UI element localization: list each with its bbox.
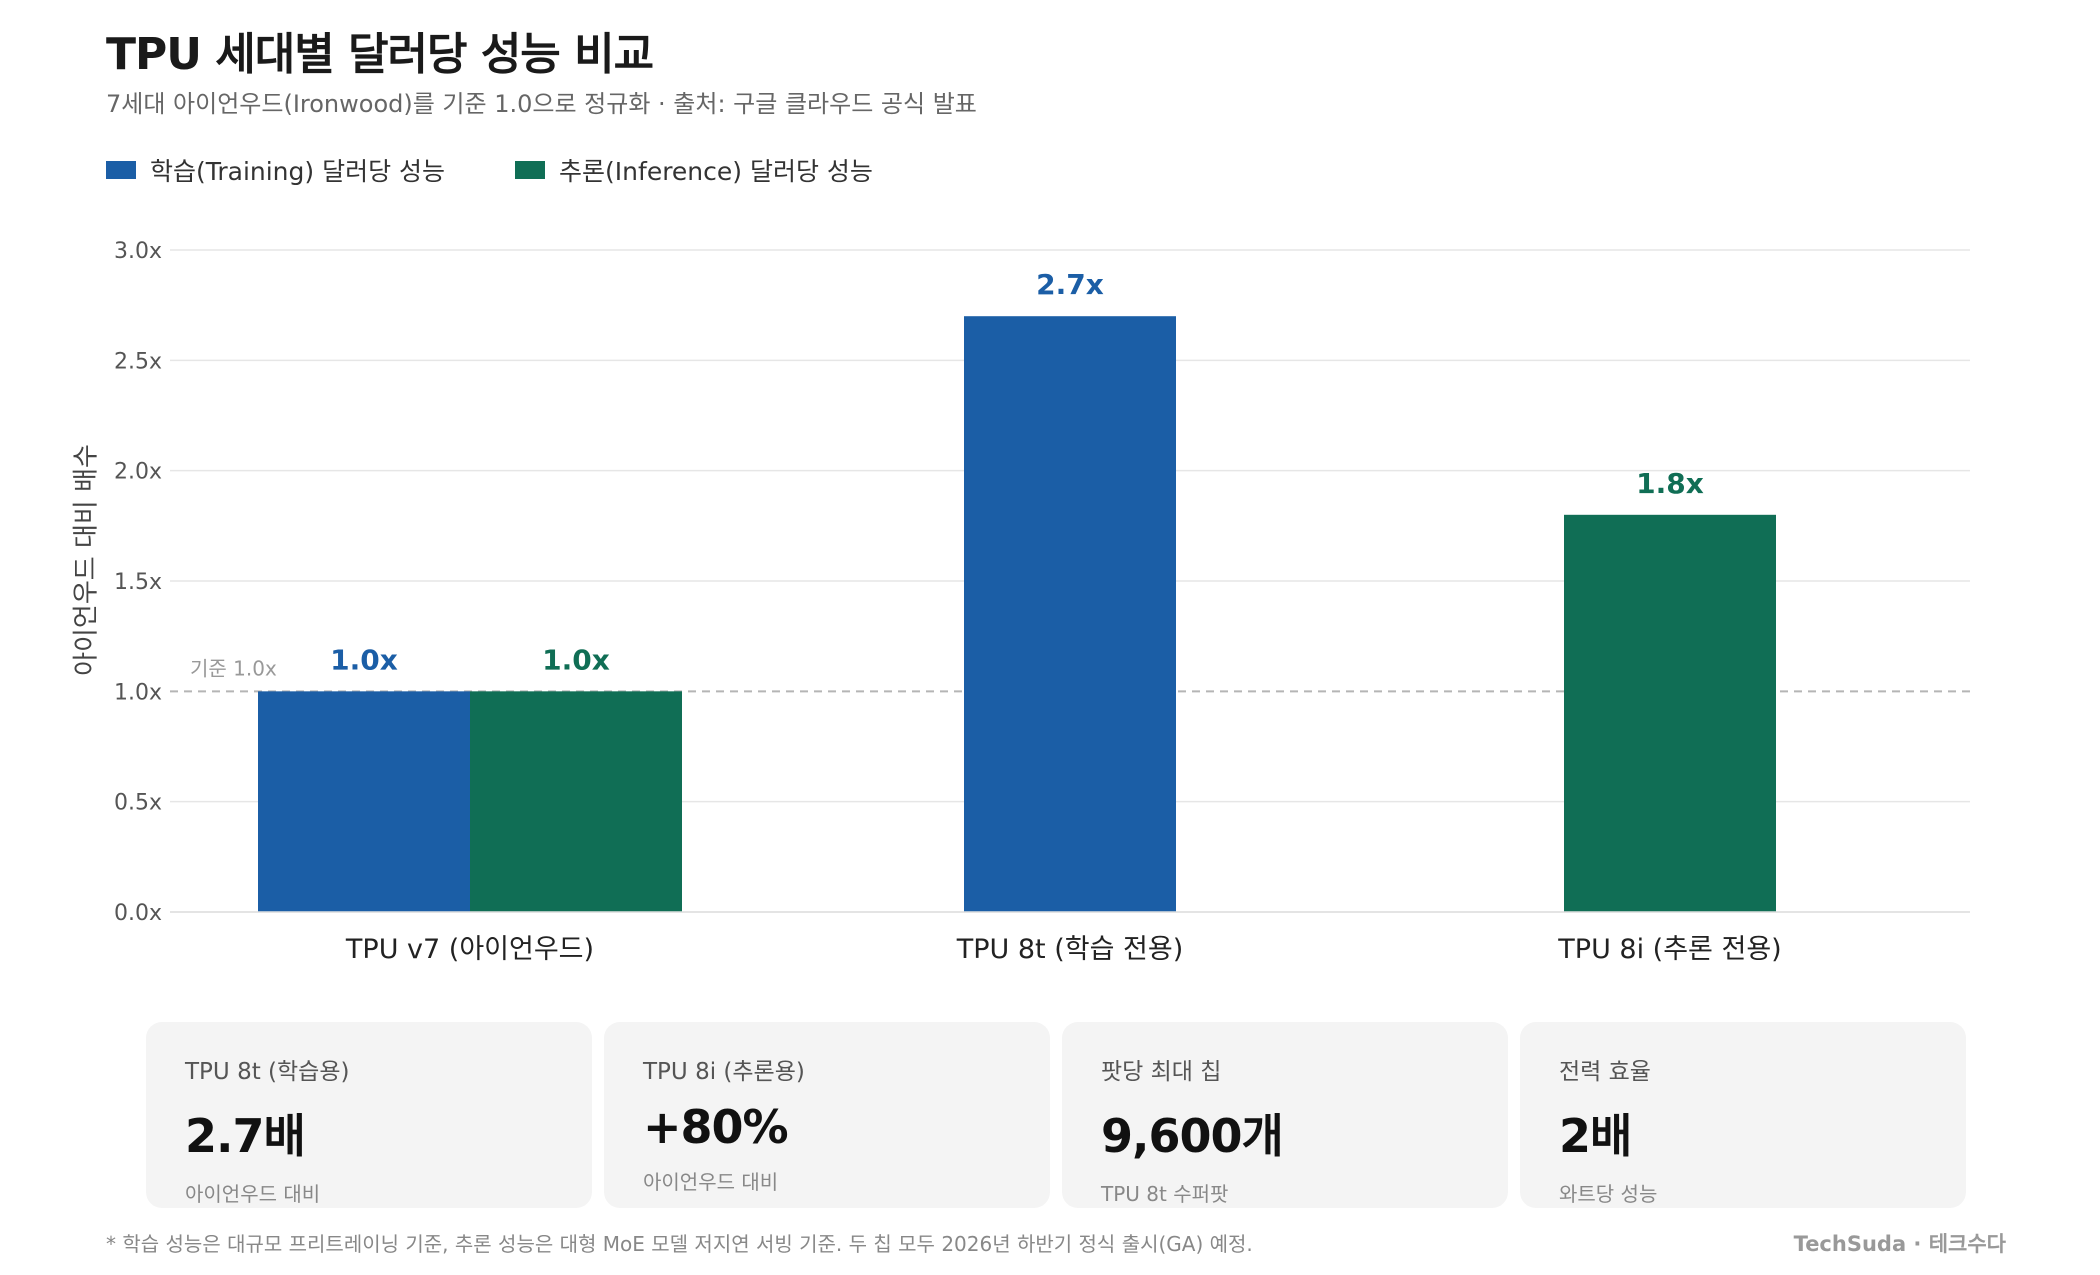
data-label: 2.7x: [1036, 268, 1104, 301]
stat-card-8t: TPU 8t (학습용) 2.7배 아이언우드 대비: [146, 1022, 592, 1208]
bar: [470, 691, 682, 912]
stat-card-power: 전력 효율 2배 와트당 성능: [1520, 1022, 1966, 1208]
reference-line-label: 기준 1.0x: [190, 656, 277, 680]
x-tick-label: TPU 8t (학습 전용): [956, 934, 1183, 965]
y-axis-title: 아이언우드 대비 배수: [71, 444, 102, 676]
stat-card-sub: 와트당 성능: [1559, 1182, 1658, 1206]
stat-card-value: +80%: [643, 1100, 789, 1154]
stat-card-label: TPU 8t (학습용): [185, 1059, 350, 1085]
data-label: 1.0x: [330, 643, 398, 676]
chart-subtitle: 7세대 아이언우드(Ironwood)를 기준 1.0으로 정규화 · 출처: …: [106, 90, 977, 118]
y-tick-label: 1.5x: [114, 570, 162, 595]
stat-card-sub: 아이언우드 대비: [185, 1182, 321, 1206]
legend-label-training: 학습(Training) 달러당 성능: [150, 157, 446, 186]
stat-card-8i: TPU 8i (추론용) +80% 아이언우드 대비: [604, 1022, 1050, 1208]
legend-item-training: 학습(Training) 달러당 성능: [106, 152, 445, 188]
legend-label-inference: 추론(Inference) 달러당 성능: [559, 157, 873, 186]
x-tick-label: TPU 8i (추론 전용): [1557, 934, 1781, 965]
bar-chart: 0.0x 0.5x 1.0x 1.5x 2.0x 2.5x 3.0x 기준 1.0x 1.0x 1…: [114, 239, 1970, 965]
stat-cards: TPU 8t (학습용) 2.7배 아이언우드 대비 TPU 8i (추론용) …: [146, 1022, 1966, 1208]
brand-credit: TechSuda · 테크수다: [1793, 1232, 2006, 1256]
stat-card-pod: 팟당 최대 칩 9,600개 TPU 8t 수퍼팟: [1062, 1022, 1508, 1208]
stat-card-sub: 아이언우드 대비: [643, 1170, 779, 1194]
y-tick-label: 3.0x: [114, 239, 162, 264]
bar: [258, 691, 470, 912]
bar: [964, 316, 1176, 912]
y-tick-label: 1.0x: [114, 680, 162, 705]
data-label: 1.8x: [1636, 467, 1704, 500]
stat-card-value: 9,600개: [1101, 1109, 1284, 1163]
legend-item-inference: 추론(Inference) 달러당 성능: [515, 152, 873, 188]
data-label: 1.0x: [542, 643, 610, 676]
chart-title: TPU 세대별 달러당 성능 비교: [106, 29, 654, 80]
legend-swatch-inference: [515, 161, 546, 179]
y-tick-label: 0.0x: [114, 901, 162, 926]
stat-card-value: 2.7배: [185, 1109, 306, 1163]
stat-card-sub: TPU 8t 수퍼팟: [1101, 1182, 1229, 1206]
stat-card-value: 2배: [1559, 1109, 1632, 1163]
legend: 학습(Training) 달러당 성능 추론(Inference) 달러당 성능: [106, 152, 873, 188]
footnote: * 학습 성능은 대규모 프리트레이닝 기준, 추론 성능은 대형 MoE 모델…: [106, 1232, 1253, 1256]
y-tick-label: 0.5x: [114, 791, 162, 816]
stat-card-label: TPU 8i (추론용): [643, 1059, 805, 1085]
bar: [1564, 514, 1776, 912]
legend-swatch-training: [106, 161, 136, 179]
stat-card-label: 팟당 최대 칩: [1101, 1059, 1222, 1085]
y-tick-label: 2.0x: [114, 460, 162, 485]
x-tick-label: TPU v7 (아이언우드): [345, 934, 594, 965]
stat-card-label: 전력 효율: [1559, 1059, 1651, 1085]
y-tick-label: 2.5x: [114, 349, 162, 374]
